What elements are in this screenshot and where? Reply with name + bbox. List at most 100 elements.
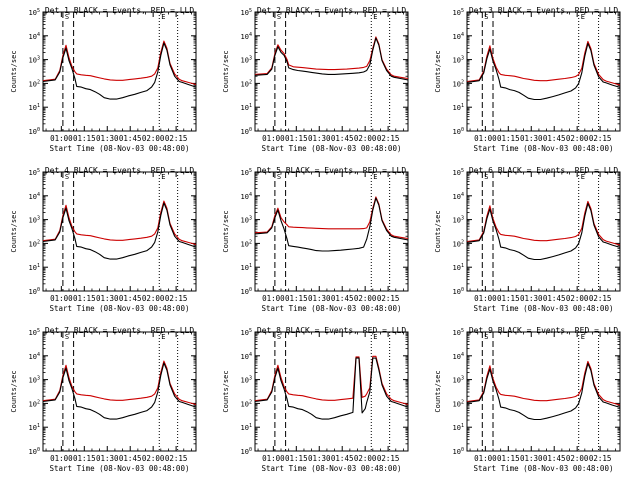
x-axis-label: Start Time (08-Nov-03 00:48:00) <box>50 464 190 473</box>
y-tick-label: 102 <box>241 239 252 248</box>
y-axis-label: Counts/sec <box>434 370 442 412</box>
x-tick-label: 01:30 <box>520 134 543 143</box>
y-tick-label: 101 <box>29 263 40 272</box>
series-lld-line <box>254 196 409 240</box>
x-tick-label: 01:45 <box>119 294 142 303</box>
x-tick-label: 01:45 <box>543 294 566 303</box>
plot-frame <box>42 11 197 132</box>
x-tick-label: 01:00 <box>474 294 497 303</box>
x-tick-label: 02:00 <box>354 294 377 303</box>
series-lld-line <box>42 360 197 406</box>
x-tick-label: 02:00 <box>566 134 589 143</box>
y-axis-label: Counts/sec <box>222 210 230 252</box>
x-tick-label: 01:45 <box>543 134 566 143</box>
y-tick-label: 100 <box>241 287 252 296</box>
y-tick-label: 103 <box>453 216 464 225</box>
y-tick-label: 100 <box>241 127 252 136</box>
x-tick-label: 01:45 <box>119 454 142 463</box>
y-axis-label: Counts/sec <box>222 50 230 92</box>
series-events-line <box>42 202 197 260</box>
y-tick-label: 103 <box>29 216 40 225</box>
start-marker-label: S <box>65 13 69 21</box>
start-marker-label: S <box>484 333 488 341</box>
x-tick-label: 01:15 <box>497 134 520 143</box>
series-events-line <box>254 197 409 252</box>
x-tick-label: 02:15 <box>165 134 188 143</box>
x-tick-label: 02:00 <box>142 454 165 463</box>
x-tick-label: 01:30 <box>96 294 119 303</box>
x-tick-label: 01:15 <box>285 134 308 143</box>
x-tick-label: 01:15 <box>73 134 96 143</box>
plot-frame <box>42 331 197 452</box>
y-axis-label: Counts/sec <box>10 370 18 412</box>
plot-frame <box>42 171 197 292</box>
plot-frame <box>466 331 621 452</box>
panel-title: Det 7 BLACK = Events, RED = LLD <box>45 326 194 335</box>
start-marker-label: S <box>277 333 281 341</box>
x-axis-label: Start Time (08-Nov-03 00:48:00) <box>474 144 614 153</box>
y-tick-label: 100 <box>29 447 40 456</box>
start-marker-label: S <box>484 173 488 181</box>
y-tick-label: 104 <box>29 352 40 361</box>
series-lld-line <box>466 200 621 246</box>
end-marker-label: E <box>581 333 585 341</box>
x-axis-label: Start Time (08-Nov-03 00:48:00) <box>262 144 402 153</box>
y-axis-label: Counts/sec <box>10 50 18 92</box>
y-tick-label: 102 <box>453 239 464 248</box>
y-tick-label: 102 <box>453 79 464 88</box>
y-tick-label: 100 <box>241 447 252 456</box>
x-tick-label: 01:30 <box>308 134 331 143</box>
y-tick-label: 103 <box>29 56 40 65</box>
plot-frame <box>254 171 409 292</box>
start-marker-label: S <box>277 13 281 21</box>
y-tick-label: 104 <box>453 352 464 361</box>
plot-frame <box>254 331 409 452</box>
y-tick-label: 100 <box>453 287 464 296</box>
panel-title: Det 2 BLACK = Events, RED = LLD <box>257 6 406 15</box>
y-tick-label: 102 <box>241 79 252 88</box>
x-axis-label: Start Time (08-Nov-03 00:48:00) <box>262 304 402 313</box>
x-tick-label: 02:15 <box>377 134 400 143</box>
y-tick-label: 101 <box>29 103 40 112</box>
panel-title: Det 3 BLACK = Events, RED = LLD <box>469 6 618 15</box>
x-tick-label: 02:00 <box>142 134 165 143</box>
series-events-line <box>254 357 409 420</box>
x-tick-label: 01:45 <box>119 134 142 143</box>
plot-frame <box>254 11 409 132</box>
series-events-line <box>466 362 621 421</box>
end-marker-label: E <box>161 13 165 21</box>
y-tick-label: 102 <box>453 399 464 408</box>
x-axis-label: Start Time (08-Nov-03 00:48:00) <box>50 144 190 153</box>
y-tick-label: 100 <box>29 287 40 296</box>
y-tick-label: 104 <box>241 32 252 41</box>
y-tick-label: 105 <box>453 168 464 177</box>
y-axis-label: Counts/sec <box>222 370 230 412</box>
plot-frame <box>466 171 621 292</box>
y-axis-label: Counts/sec <box>10 210 18 252</box>
x-tick-label: 01:00 <box>262 294 285 303</box>
x-tick-label: 02:15 <box>165 454 188 463</box>
x-tick-label: 01:15 <box>285 294 308 303</box>
panel-title: Det 9 BLACK = Events, RED = LLD <box>469 326 618 335</box>
series-lld-line <box>466 360 621 406</box>
x-tick-label: 01:45 <box>543 454 566 463</box>
y-tick-label: 101 <box>241 263 252 272</box>
y-tick-label: 102 <box>29 399 40 408</box>
y-tick-label: 105 <box>241 328 252 337</box>
series-lld-line <box>42 200 197 246</box>
y-tick-label: 101 <box>453 423 464 432</box>
series-lld-line <box>254 355 409 406</box>
y-tick-label: 105 <box>29 8 40 17</box>
y-tick-label: 104 <box>29 32 40 41</box>
panel-title: Det 6 BLACK = Events, RED = LLD <box>469 166 618 175</box>
plot-frame <box>466 11 621 132</box>
end-marker-label: E <box>373 13 377 21</box>
y-tick-label: 105 <box>241 168 252 177</box>
x-tick-label: 01:45 <box>331 454 354 463</box>
y-axis-label: Counts/sec <box>434 50 442 92</box>
